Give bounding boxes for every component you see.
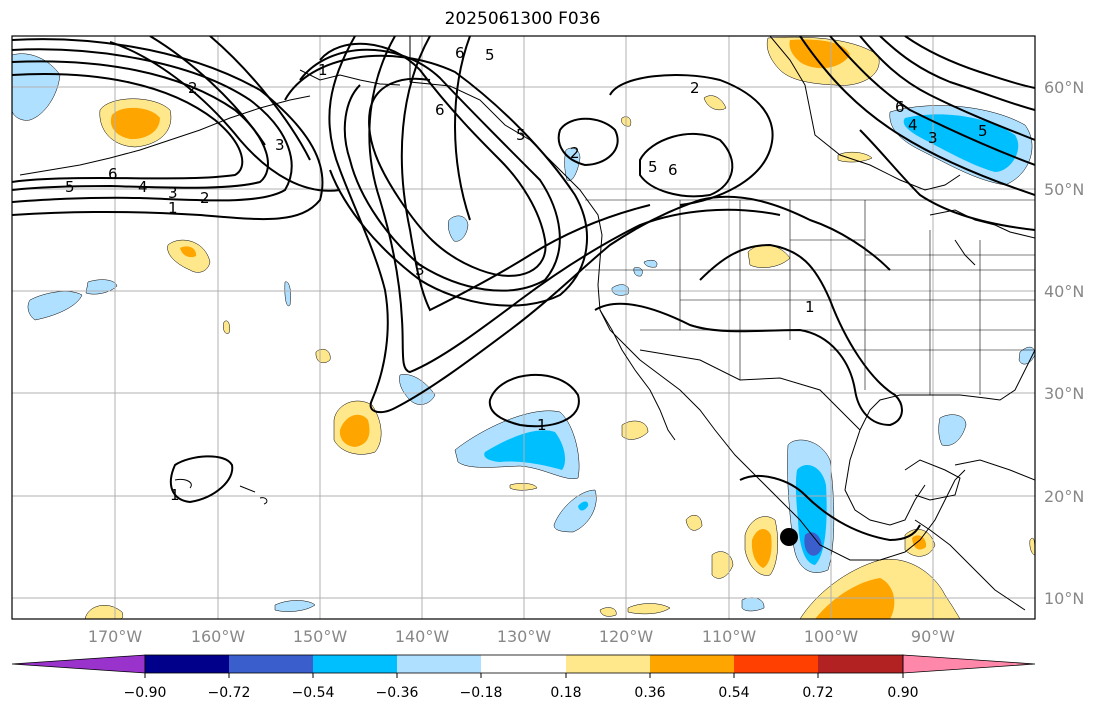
lon-tick: 160°W	[191, 627, 246, 646]
colorbar-tick: 0.54	[718, 685, 749, 701]
colorbar-swatch	[818, 655, 903, 673]
contour-label: 1	[537, 416, 547, 434]
colorbar-tick: −0.36	[376, 685, 419, 701]
black-dot-marker	[780, 528, 798, 546]
colorbar-tick: 0.72	[802, 685, 833, 701]
contour-label: 2	[570, 144, 580, 162]
colorbar-over-triangle	[902, 654, 1036, 674]
contour-label: 5	[978, 122, 988, 140]
lon-tick: 130°W	[497, 627, 552, 646]
contour-label: 5	[65, 178, 75, 196]
lat-tick: 10°N	[1044, 589, 1084, 608]
contour-label: 2	[200, 189, 210, 207]
lon-tick: 110°W	[702, 627, 757, 646]
contour-lines	[12, 36, 1035, 542]
contour-label: 6	[668, 161, 678, 179]
colorbar: −0.90 −0.72 −0.54 −0.36 −0.18 0.18 0.36 …	[11, 654, 1036, 701]
contour-labels: 6 5 6 2 2 6 5 6 5 4 3 1 2 6 4 3 5 3 2 1 …	[65, 44, 988, 504]
colorbar-swatch	[145, 655, 229, 673]
colorbar-tick: −0.72	[208, 685, 251, 701]
colorbar-swatch	[229, 655, 313, 673]
colorbar-swatch	[734, 655, 818, 673]
anomaly-shading	[12, 36, 1035, 619]
colorbar-swatch	[397, 655, 481, 673]
contour-label: 6	[435, 101, 445, 119]
lon-tick: 120°W	[599, 627, 654, 646]
colorbar-tick: −0.18	[460, 685, 503, 701]
contour-label: 2	[690, 79, 700, 97]
lat-tick: 20°N	[1044, 487, 1084, 506]
contour-label: 3	[415, 261, 425, 279]
map-frame	[11, 35, 1036, 620]
colorbar-swatch	[650, 655, 734, 673]
lat-tick: 40°N	[1044, 282, 1084, 301]
contour-label: 4	[138, 178, 148, 196]
contour-label: 2	[188, 79, 198, 97]
contour-label: 5	[648, 158, 658, 176]
state-borders	[585, 199, 1035, 395]
latitude-labels: 60°N 50°N 40°N 30°N 20°N 10°N	[1044, 78, 1084, 608]
lon-tick: 140°W	[395, 627, 450, 646]
lon-tick: 150°W	[293, 627, 348, 646]
longitude-labels: 170°W 160°W 150°W 140°W 130°W 120°W 110°…	[88, 627, 955, 646]
contour-label: 6	[895, 98, 905, 116]
colorbar-swatch	[566, 655, 650, 673]
lat-tick: 30°N	[1044, 384, 1084, 403]
lat-tick: 60°N	[1044, 78, 1084, 97]
colorbar-under-triangle	[11, 654, 146, 674]
contour-label: 4	[908, 116, 918, 134]
colorbar-tick: −0.54	[292, 685, 335, 701]
contour-label: 3	[168, 184, 178, 202]
contour-label: 1	[805, 298, 815, 316]
contour-label: 5	[485, 46, 495, 64]
contour-label: 1	[318, 61, 328, 79]
map-title: 2025061300 F036	[444, 9, 601, 29]
colorbar-swatch	[481, 655, 566, 673]
colorbar-tick: 0.90	[887, 685, 918, 701]
lon-tick: 100°W	[804, 627, 859, 646]
colorbar-outline	[144, 654, 904, 674]
colorbar-tick: 0.36	[634, 685, 665, 701]
lat-tick: 50°N	[1044, 180, 1084, 199]
colorbar-tick: −0.90	[124, 685, 167, 701]
colorbar-swatch	[313, 655, 397, 673]
contour-label: 6	[108, 165, 118, 183]
contour-label: 5	[516, 126, 526, 144]
contour-label: 1	[168, 199, 178, 217]
contour-label: 1	[170, 486, 180, 504]
contour-label: 6	[455, 44, 465, 62]
contour-label: 3	[275, 136, 285, 154]
lon-tick: 90°W	[911, 627, 955, 646]
colorbar-tick: 0.18	[550, 685, 581, 701]
contour-label: 3	[928, 129, 938, 147]
lon-tick: 170°W	[88, 627, 143, 646]
